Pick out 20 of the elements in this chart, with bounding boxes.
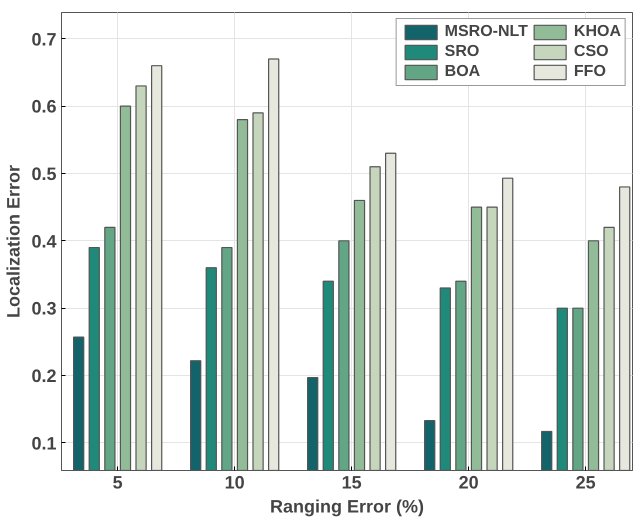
x-tick-label: 10 (224, 472, 245, 492)
legend-label: SRO (444, 43, 480, 61)
x-tick-label: 20 (458, 472, 479, 492)
x-tick-label: 15 (342, 472, 362, 492)
y-tick-label: 0.3 (31, 298, 57, 319)
y-tick-label: 0.4 (31, 231, 57, 252)
x-tick-label: 5 (112, 472, 123, 492)
legend-label: KHOA (574, 23, 621, 41)
x-axis-title: Ranging Error (%) (270, 496, 424, 516)
y-tick-label: 0.7 (31, 29, 57, 50)
legend-label: MSRO-NLT (444, 23, 528, 41)
y-axis-title: Localization Error (3, 164, 24, 318)
legend-label: CSO (574, 43, 609, 61)
y-tick-label: 0.1 (31, 433, 57, 454)
legend-label: BOA (444, 63, 480, 81)
y-tick-label: 0.6 (31, 96, 57, 117)
legend-label: FFO (574, 63, 606, 81)
y-tick-label: 0.5 (31, 164, 57, 184)
y-tick-label: 0.2 (31, 366, 57, 386)
x-tick-label: 25 (576, 472, 596, 492)
